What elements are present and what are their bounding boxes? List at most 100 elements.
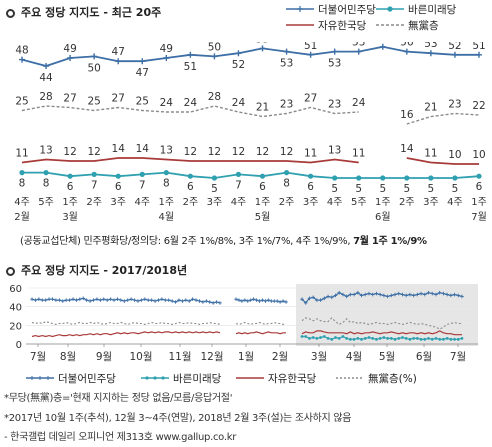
point-democratic <box>307 296 312 301</box>
point-democratic <box>81 296 86 301</box>
data-label-democratic: 52 <box>448 42 461 52</box>
x-tick-month: 7월 <box>450 351 466 363</box>
point-democratic <box>434 292 438 297</box>
data-label-democratic: 51 <box>472 42 485 52</box>
point-democratic <box>422 292 427 297</box>
point-democratic <box>331 48 338 55</box>
x-tick-month: 5월 <box>255 211 271 223</box>
point-democratic <box>37 297 41 301</box>
point-bareun <box>259 173 266 179</box>
data-label-liberty: 13 <box>160 145 173 157</box>
point-democratic <box>259 45 266 52</box>
point-bareun <box>378 337 382 340</box>
x-tick-month: 6월 <box>416 351 432 363</box>
point-democratic <box>43 298 48 302</box>
x-tick-month: 9월 <box>96 351 112 363</box>
point-democratic <box>403 48 410 55</box>
point-democratic <box>184 298 188 302</box>
point-bareun <box>326 337 330 340</box>
chart2-plot: 0 20 40 60 7월 8월 9월 10월 11월 12월 1월 2월 3월 4월 5월 6월 7월 <box>9 284 478 363</box>
data-label-liberty: 12 <box>232 146 245 158</box>
data-label-nonpartisan: 25 <box>87 96 100 108</box>
point-democratic <box>374 291 379 296</box>
y-tick-label: 0 <box>16 340 22 351</box>
point-democratic <box>251 297 256 301</box>
x-tick-month: 3월 <box>62 211 78 223</box>
legend-marker-democratic <box>297 6 303 12</box>
point-bareun <box>419 337 423 341</box>
point-democratic <box>441 291 446 296</box>
point-democratic <box>64 298 68 302</box>
series-line-democratic <box>21 45 479 67</box>
data-label-bareun: 6 <box>259 181 266 193</box>
data-label-democratic: 50 <box>87 62 100 74</box>
point-democratic <box>370 292 375 297</box>
point-democratic <box>146 298 151 302</box>
data-label-liberty: 13 <box>328 145 341 157</box>
point-democratic <box>341 292 345 297</box>
x-tick-week: 4주 <box>447 197 463 208</box>
point-democratic <box>378 292 382 297</box>
data-label-bareun: 6 <box>476 181 483 193</box>
data-label-liberty: 12 <box>280 146 293 158</box>
point-democratic <box>240 299 244 303</box>
point-democratic <box>40 298 45 302</box>
point-democratic <box>452 292 457 297</box>
point-bareun <box>308 173 314 179</box>
point-bareun <box>434 337 438 340</box>
point-bareun <box>283 170 290 176</box>
point-bareun <box>139 171 145 177</box>
point-democratic <box>456 293 461 298</box>
data-label-democratic: 55 <box>256 42 269 45</box>
data-label-nonpartisan: 25 <box>136 96 149 108</box>
data-label-liberty: 12 <box>256 146 269 158</box>
data-label-democratic: 47 <box>112 46 125 58</box>
data-label-nonpartisan: 24 <box>160 97 174 109</box>
point-democratic <box>190 297 195 301</box>
legend-label-bareun: 바른미래당 <box>408 4 457 16</box>
data-label-democratic: 53 <box>328 58 341 70</box>
point-democratic <box>427 50 434 57</box>
point-bareun <box>348 337 352 341</box>
point-bareun <box>427 337 430 340</box>
data-label-bareun: 5 <box>331 183 338 195</box>
point-bareun <box>408 337 412 341</box>
point-democratic <box>207 300 212 304</box>
series-line-nonpartisan <box>21 105 480 125</box>
point-democratic <box>98 298 103 302</box>
x-tick-week: 5주 <box>351 197 367 208</box>
x-tick-week: 5주 <box>38 197 54 208</box>
x-tick-month: 3월 <box>311 351 327 363</box>
point-bareun <box>397 337 401 340</box>
point-democratic <box>187 51 194 58</box>
data-label-liberty: 14 <box>112 143 126 155</box>
point-democratic <box>396 291 401 296</box>
data-label-bareun: 8 <box>19 178 26 190</box>
point-democratic <box>67 298 72 302</box>
point-bareun <box>345 337 349 340</box>
chart2-legend: 더불어민주당 바른미래당 자유한국당 無黨층(%) <box>26 372 417 385</box>
circle-bullet-icon <box>6 267 15 276</box>
point-democratic <box>284 300 288 304</box>
point-democratic <box>356 290 360 295</box>
point-democratic <box>163 55 170 61</box>
point-democratic <box>430 291 435 296</box>
point-democratic <box>194 298 198 302</box>
point-democratic <box>122 299 127 303</box>
point-bareun <box>43 170 49 176</box>
series-line-liberty <box>235 331 286 335</box>
data-label-democratic: 56 <box>376 42 390 44</box>
point-democratic <box>389 293 394 298</box>
y-tick-label: 60 <box>9 284 22 295</box>
legend2-label-bareun: 바른미래당 <box>173 373 222 385</box>
data-label-bareun: 7 <box>91 179 98 191</box>
x-tick-week: 1주 <box>62 197 78 208</box>
data-label-liberty: 14 <box>136 143 150 155</box>
point-democratic <box>112 298 116 302</box>
data-label-nonpartisan: 27 <box>63 93 76 105</box>
x-tick-week: 3주 <box>110 197 126 208</box>
footnote-skipped-weeks: *2017년 10월 1주(추석), 12월 3~4주(연말), 2018년 2… <box>4 413 352 424</box>
data-label-democratic: 49 <box>63 43 76 55</box>
point-democratic <box>337 290 342 295</box>
